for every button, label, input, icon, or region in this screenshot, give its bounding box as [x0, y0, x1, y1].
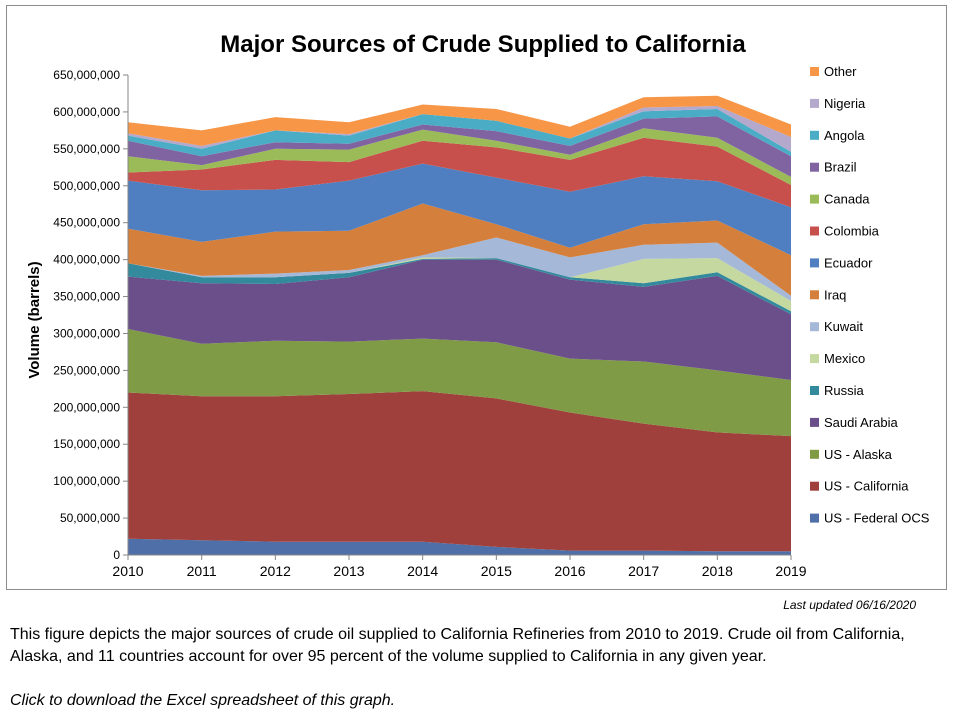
y-tick-label: 550,000,000	[53, 142, 120, 156]
legend-label-mexico: Mexico	[824, 351, 865, 366]
download-spreadsheet-link[interactable]: Click to download the Excel spreadsheet …	[10, 692, 396, 709]
y-tick-label: 300,000,000	[53, 326, 120, 340]
y-tick-label: 250,000,000	[53, 363, 120, 377]
legend-label-iraq: Iraq	[824, 287, 846, 302]
y-tick-label: 500,000,000	[53, 179, 120, 193]
legend-label-colombia: Colombia	[824, 224, 880, 239]
area-series-brazil	[128, 116, 791, 177]
y-tick-label: 50,000,000	[60, 511, 120, 525]
y-tick-label: 100,000,000	[53, 474, 120, 488]
y-tick-label: 600,000,000	[53, 105, 120, 119]
legend-swatch-saudi-arabia	[810, 417, 819, 427]
area-series-other	[128, 95, 791, 146]
legend-label-us-alaska: US - Alaska	[824, 447, 893, 462]
legend-swatch-russia	[810, 386, 819, 395]
legend-label-russia: Russia	[824, 383, 865, 398]
area-series-ecuador	[128, 163, 791, 256]
legend-swatch-iraq	[810, 290, 819, 300]
area-series-nigeria	[128, 106, 791, 152]
legend-swatch-nigeria	[810, 98, 819, 108]
legend-label-other: Other	[824, 64, 857, 79]
x-tick-label: 2016	[554, 563, 585, 579]
legend-label-us-california: US - California	[824, 479, 909, 494]
legend-swatch-colombia	[810, 226, 819, 236]
axes: 0 50,000,000 100,000,000 150,000,000 200,000…	[53, 68, 807, 579]
y-tick-label: 0	[113, 548, 120, 562]
area-series-us-california	[128, 391, 791, 552]
figure-caption: This figure depicts the major sources of…	[10, 626, 905, 665]
y-tick-label: 150,000,000	[53, 437, 120, 451]
last-updated-note: Last updated 06/16/2020	[783, 598, 916, 612]
y-tick-label: 200,000,000	[53, 400, 120, 414]
legend: Other Nigeria Angola Brazil Canada Colombia Ec…	[810, 64, 930, 526]
x-tick-label: 2018	[702, 563, 733, 579]
x-tick-label: 2010	[112, 563, 143, 579]
y-tick-label: 400,000,000	[53, 253, 120, 267]
area-series-us-federal-ocs	[128, 538, 791, 555]
legend-swatch-mexico	[810, 354, 819, 364]
x-tick-label: 2015	[481, 563, 512, 579]
legend-label-kuwait: Kuwait	[824, 319, 863, 334]
legend-label-us-federal-ocs: US - Federal OCS	[824, 511, 930, 526]
area-series-canada	[128, 128, 791, 185]
legend-label-angola: Angola	[824, 128, 865, 143]
x-tick-label: 2012	[260, 563, 291, 579]
legend-label-brazil: Brazil	[824, 160, 857, 175]
x-tick-label: 2019	[775, 563, 806, 579]
legend-swatch-kuwait	[810, 322, 819, 332]
legend-swatch-us-alaska	[810, 449, 819, 459]
chart-title: Major Sources of Crude Supplied to Calif…	[220, 31, 746, 58]
x-tick-label: 2013	[333, 563, 364, 579]
legend-swatch-us-california	[810, 481, 819, 491]
legend-swatch-canada	[810, 194, 819, 204]
area-series-angola	[128, 109, 791, 157]
y-tick-label: 650,000,000	[53, 68, 120, 82]
legend-swatch-brazil	[810, 162, 819, 172]
area-series-iraq	[128, 203, 791, 296]
legend-swatch-us-federal-ocs	[810, 513, 819, 523]
y-axis-label: Volume (barrels)	[26, 261, 43, 378]
legend-swatch-angola	[810, 130, 819, 140]
legend-label-saudi-arabia: Saudi Arabia	[824, 415, 898, 430]
stacked-area-chart: Major Sources of Crude Supplied to Calif…	[26, 31, 930, 579]
y-tick-label: 450,000,000	[53, 216, 120, 230]
legend-swatch-ecuador	[810, 258, 819, 268]
area-series-group	[128, 95, 791, 555]
legend-label-canada: Canada	[824, 192, 870, 207]
area-series-mexico	[128, 257, 791, 312]
legend-swatch-other	[810, 67, 819, 76]
legend-label-nigeria: Nigeria	[824, 96, 866, 111]
area-series-us-alaska	[128, 329, 791, 437]
y-tick-label: 350,000,000	[53, 290, 120, 304]
chart-frame: Major Sources of Crude Supplied to Calif…	[6, 5, 947, 590]
area-series-kuwait	[128, 237, 791, 301]
x-tick-label: 2014	[407, 563, 438, 579]
x-tick-label: 2017	[628, 563, 659, 579]
area-series-colombia	[128, 137, 791, 208]
legend-label-ecuador: Ecuador	[824, 255, 873, 270]
area-series-saudi-arabia	[128, 259, 791, 380]
x-tick-label: 2011	[187, 563, 217, 579]
